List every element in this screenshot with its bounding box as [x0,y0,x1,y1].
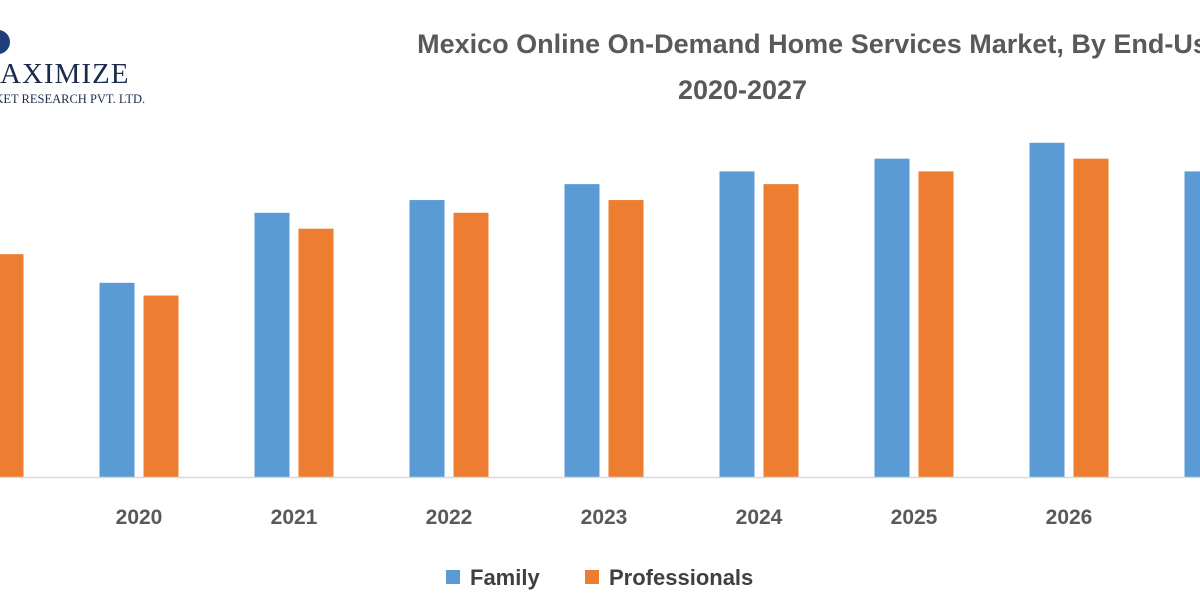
bar-professionals-2021 [298,228,334,477]
x-tick-label: 2024 [736,506,783,529]
logo-name: AXIMIZE [0,58,130,90]
x-tick-label: 2020 [116,506,163,529]
bar-family-2025 [874,158,910,477]
bar-professionals-2024 [763,184,799,477]
bar-professionals-9 [0,254,24,477]
bars-group [0,142,1200,478]
chart-title: Mexico Online On-Demand Home Services Ma… [417,29,1200,59]
x-tick-label: 2021 [271,506,318,529]
bar-family-2026 [1029,142,1065,477]
x-tick-label: 2022 [426,506,473,529]
legend: Family Professionals [446,565,753,590]
bar-family-2021 [254,212,290,478]
x-tick-label: 2023 [581,506,628,529]
company-logo: AXIMIZE RKET RESEARCH PVT. LTD. [0,30,216,110]
legend-label-family: Family [470,565,540,590]
legend-label-professionals: Professionals [609,565,753,590]
bar-professionals-2026 [1073,158,1109,477]
logo-mark-icon [0,30,10,54]
bar-family-2024 [719,171,755,477]
legend-swatch-professionals [585,570,599,584]
bar-family-2020 [99,282,135,477]
bar-professionals-2025 [918,171,954,477]
bar-professionals-2022 [453,212,489,478]
bar-family-2023 [564,184,600,477]
bar-family-2022 [409,200,445,478]
x-tick-label: 2025 [891,506,938,529]
logo-subtitle: RKET RESEARCH PVT. LTD. [0,92,146,106]
x-tick-label: 2026 [1046,506,1093,529]
bar-professionals-2023 [608,200,644,478]
bar-professionals-2020 [143,295,179,477]
x-tick-labels: 920202021202220232024202520262 [116,506,1093,529]
bar-family-2 [1184,171,1200,477]
chart-subtitle: 2020-2027 [677,75,808,105]
legend-swatch-family [446,570,460,584]
